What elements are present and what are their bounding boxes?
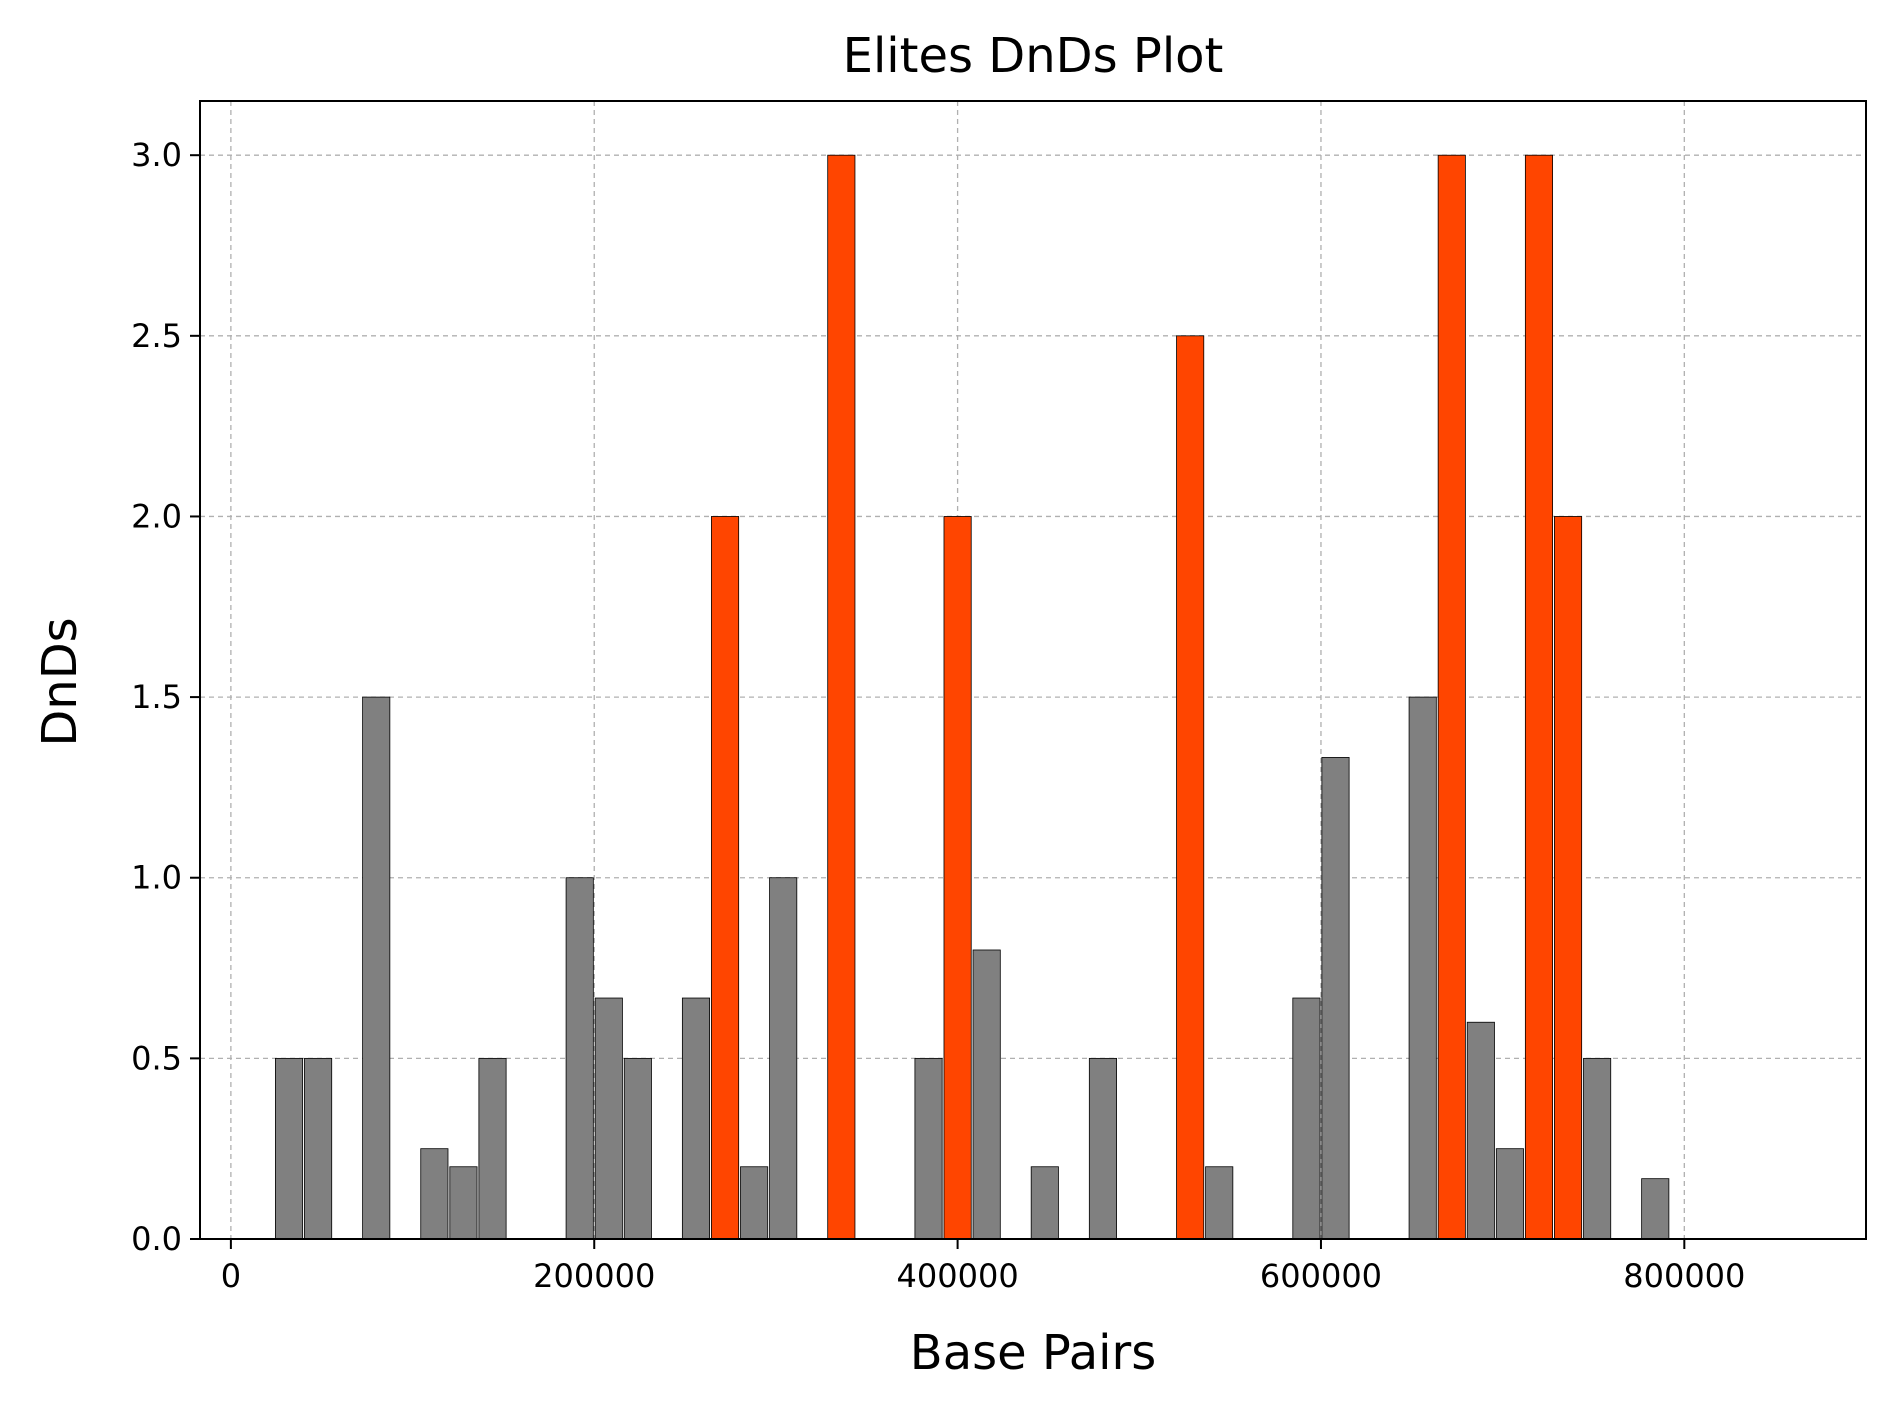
bar	[594, 997, 623, 1240]
x-tick-label: 0	[221, 1257, 241, 1295]
bar	[914, 1057, 943, 1240]
x-tick-label: 400000	[897, 1257, 1019, 1295]
bar	[1321, 757, 1350, 1240]
y-tick-label: 0.0	[131, 1220, 182, 1258]
y-tick-label: 3.0	[131, 136, 182, 174]
bar	[1205, 1166, 1234, 1240]
bar-highlight	[1176, 335, 1205, 1240]
y-tick-label: 1.5	[131, 678, 182, 716]
y-axis-ticks: 0.0 0.5 1.0 1.5 2.0 2.5 3.0	[131, 136, 200, 1258]
x-tick-label: 200000	[533, 1257, 655, 1295]
bar-highlight	[943, 516, 972, 1240]
bar	[1088, 1057, 1117, 1240]
bar	[362, 696, 391, 1240]
bar	[972, 949, 1001, 1240]
x-axis-title: Base Pairs	[910, 1325, 1156, 1381]
y-tick-label: 1.0	[131, 859, 182, 897]
bar	[1408, 696, 1437, 1240]
y-tick-label: 0.5	[131, 1039, 182, 1077]
bar-highlight	[1524, 154, 1554, 1240]
chart-title: Elites DnDs Plot	[843, 28, 1224, 84]
bar	[478, 1057, 507, 1240]
bar	[1583, 1057, 1612, 1240]
bar	[1030, 1166, 1059, 1240]
bar-highlight	[1437, 154, 1466, 1240]
bar	[623, 1057, 652, 1240]
bar	[304, 1057, 333, 1240]
bar	[740, 1166, 769, 1240]
bar	[420, 1148, 449, 1240]
bar	[769, 877, 798, 1240]
bar-highlight	[827, 154, 856, 1240]
y-tick-label: 2.5	[131, 317, 182, 355]
bar	[565, 877, 594, 1240]
x-tick-label: 600000	[1260, 1257, 1382, 1295]
y-axis-title: DnDs	[32, 617, 88, 746]
bar	[1641, 1178, 1670, 1240]
bar-highlight	[1554, 516, 1583, 1240]
bars	[274, 154, 1670, 1240]
bar-highlight	[711, 516, 740, 1240]
bar	[274, 1057, 304, 1240]
bar	[1466, 1021, 1495, 1240]
bar	[1495, 1148, 1524, 1240]
x-tick-label: 800000	[1623, 1257, 1745, 1295]
bar	[449, 1166, 478, 1240]
bar	[1292, 997, 1321, 1240]
x-axis-ticks: 0 200000 400000 600000 800000	[221, 1239, 1745, 1295]
bar	[681, 997, 711, 1240]
y-tick-label: 2.0	[131, 497, 182, 535]
plot-frame	[199, 100, 1867, 1240]
